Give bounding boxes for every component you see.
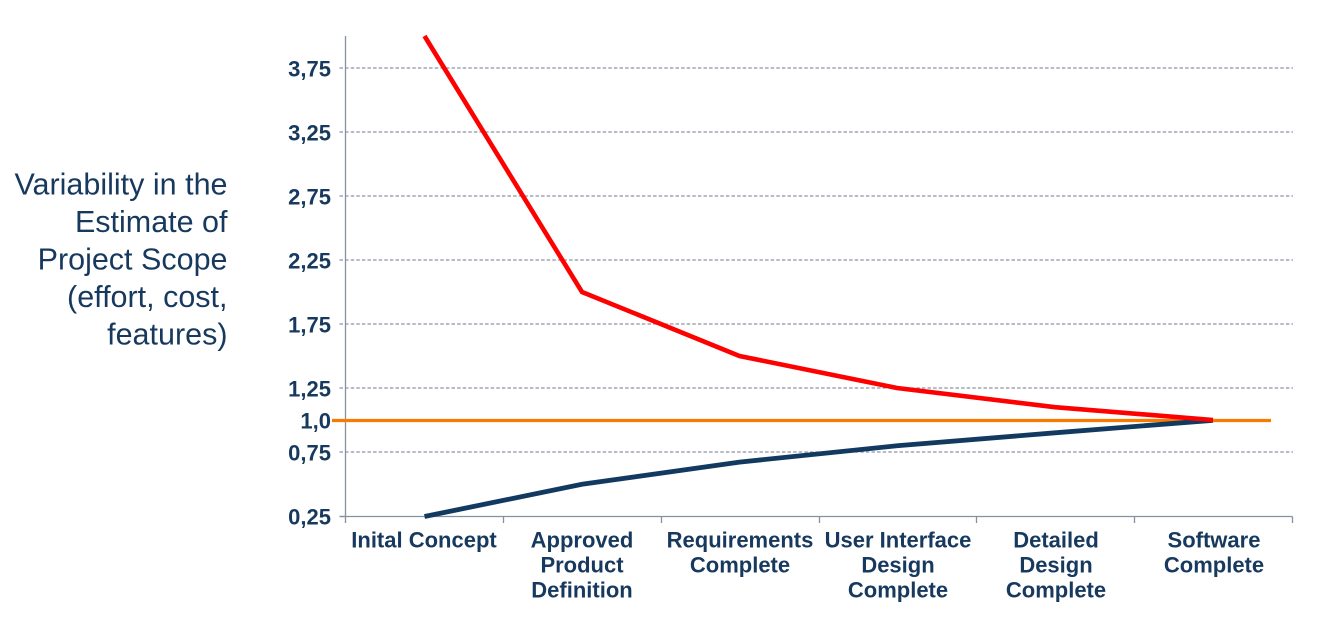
- svg-text:Complete: Complete: [1164, 553, 1264, 578]
- svg-text:Requirements: Requirements: [667, 528, 814, 553]
- svg-text:Design: Design: [861, 553, 934, 578]
- svg-text:3,25: 3,25: [288, 120, 331, 145]
- svg-text:3,75: 3,75: [288, 56, 331, 81]
- svg-text:Design: Design: [1019, 553, 1092, 578]
- svg-text:User Interface: User Interface: [825, 528, 972, 553]
- svg-text:Complete: Complete: [1006, 578, 1106, 603]
- svg-text:Detailed: Detailed: [1013, 528, 1099, 553]
- svg-text:2,25: 2,25: [288, 248, 331, 273]
- svg-text:Estimate of: Estimate of: [75, 205, 228, 239]
- svg-text:Inital Concept: Inital Concept: [351, 528, 497, 553]
- svg-text:1,75: 1,75: [288, 312, 331, 337]
- svg-text:1,25: 1,25: [288, 376, 331, 401]
- svg-text:Complete: Complete: [848, 578, 948, 603]
- svg-text:Product: Product: [540, 553, 624, 578]
- svg-text:Software: Software: [1168, 528, 1261, 553]
- svg-text:2,75: 2,75: [288, 184, 331, 209]
- svg-text:features): features): [107, 318, 227, 352]
- svg-text:Variability in the: Variability in the: [14, 168, 227, 202]
- svg-text:0,75: 0,75: [288, 440, 331, 465]
- svg-text:1,0: 1,0: [300, 408, 331, 433]
- svg-text:(effort, cost,: (effort, cost,: [67, 280, 227, 314]
- svg-text:Complete: Complete: [690, 553, 790, 578]
- svg-text:Definition: Definition: [531, 578, 632, 603]
- svg-text:Approved: Approved: [531, 528, 634, 553]
- svg-text:0,25: 0,25: [288, 504, 331, 529]
- svg-text:Project Scope: Project Scope: [38, 243, 228, 277]
